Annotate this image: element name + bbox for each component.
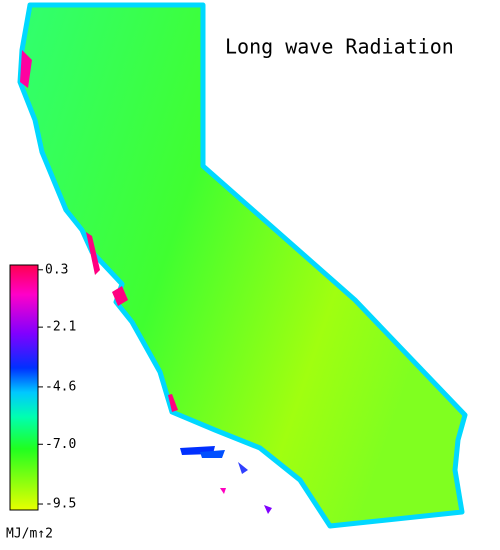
colorbar-unit: MJ/m↑2	[6, 527, 53, 542]
california-map	[17, 2, 468, 529]
colorbar-tick-label: -7.0	[45, 437, 76, 452]
coastal-patch	[168, 394, 178, 412]
land-area	[17, 2, 468, 529]
island	[238, 462, 248, 474]
colorbar-tick-label: -4.6	[45, 379, 76, 394]
colorbar-tick-label: -2.1	[45, 320, 76, 335]
coastal-patch	[112, 286, 128, 306]
map-title: Long wave Radiation	[225, 35, 454, 59]
colorbar	[9, 264, 39, 511]
coastal-patch	[20, 50, 32, 88]
island	[200, 450, 225, 458]
island	[220, 488, 226, 494]
colorbar-tick-label: -9.5	[45, 497, 76, 512]
island	[264, 505, 272, 514]
coastal-patch	[86, 232, 100, 275]
colorbar-tick-label: 0.3	[45, 262, 68, 277]
